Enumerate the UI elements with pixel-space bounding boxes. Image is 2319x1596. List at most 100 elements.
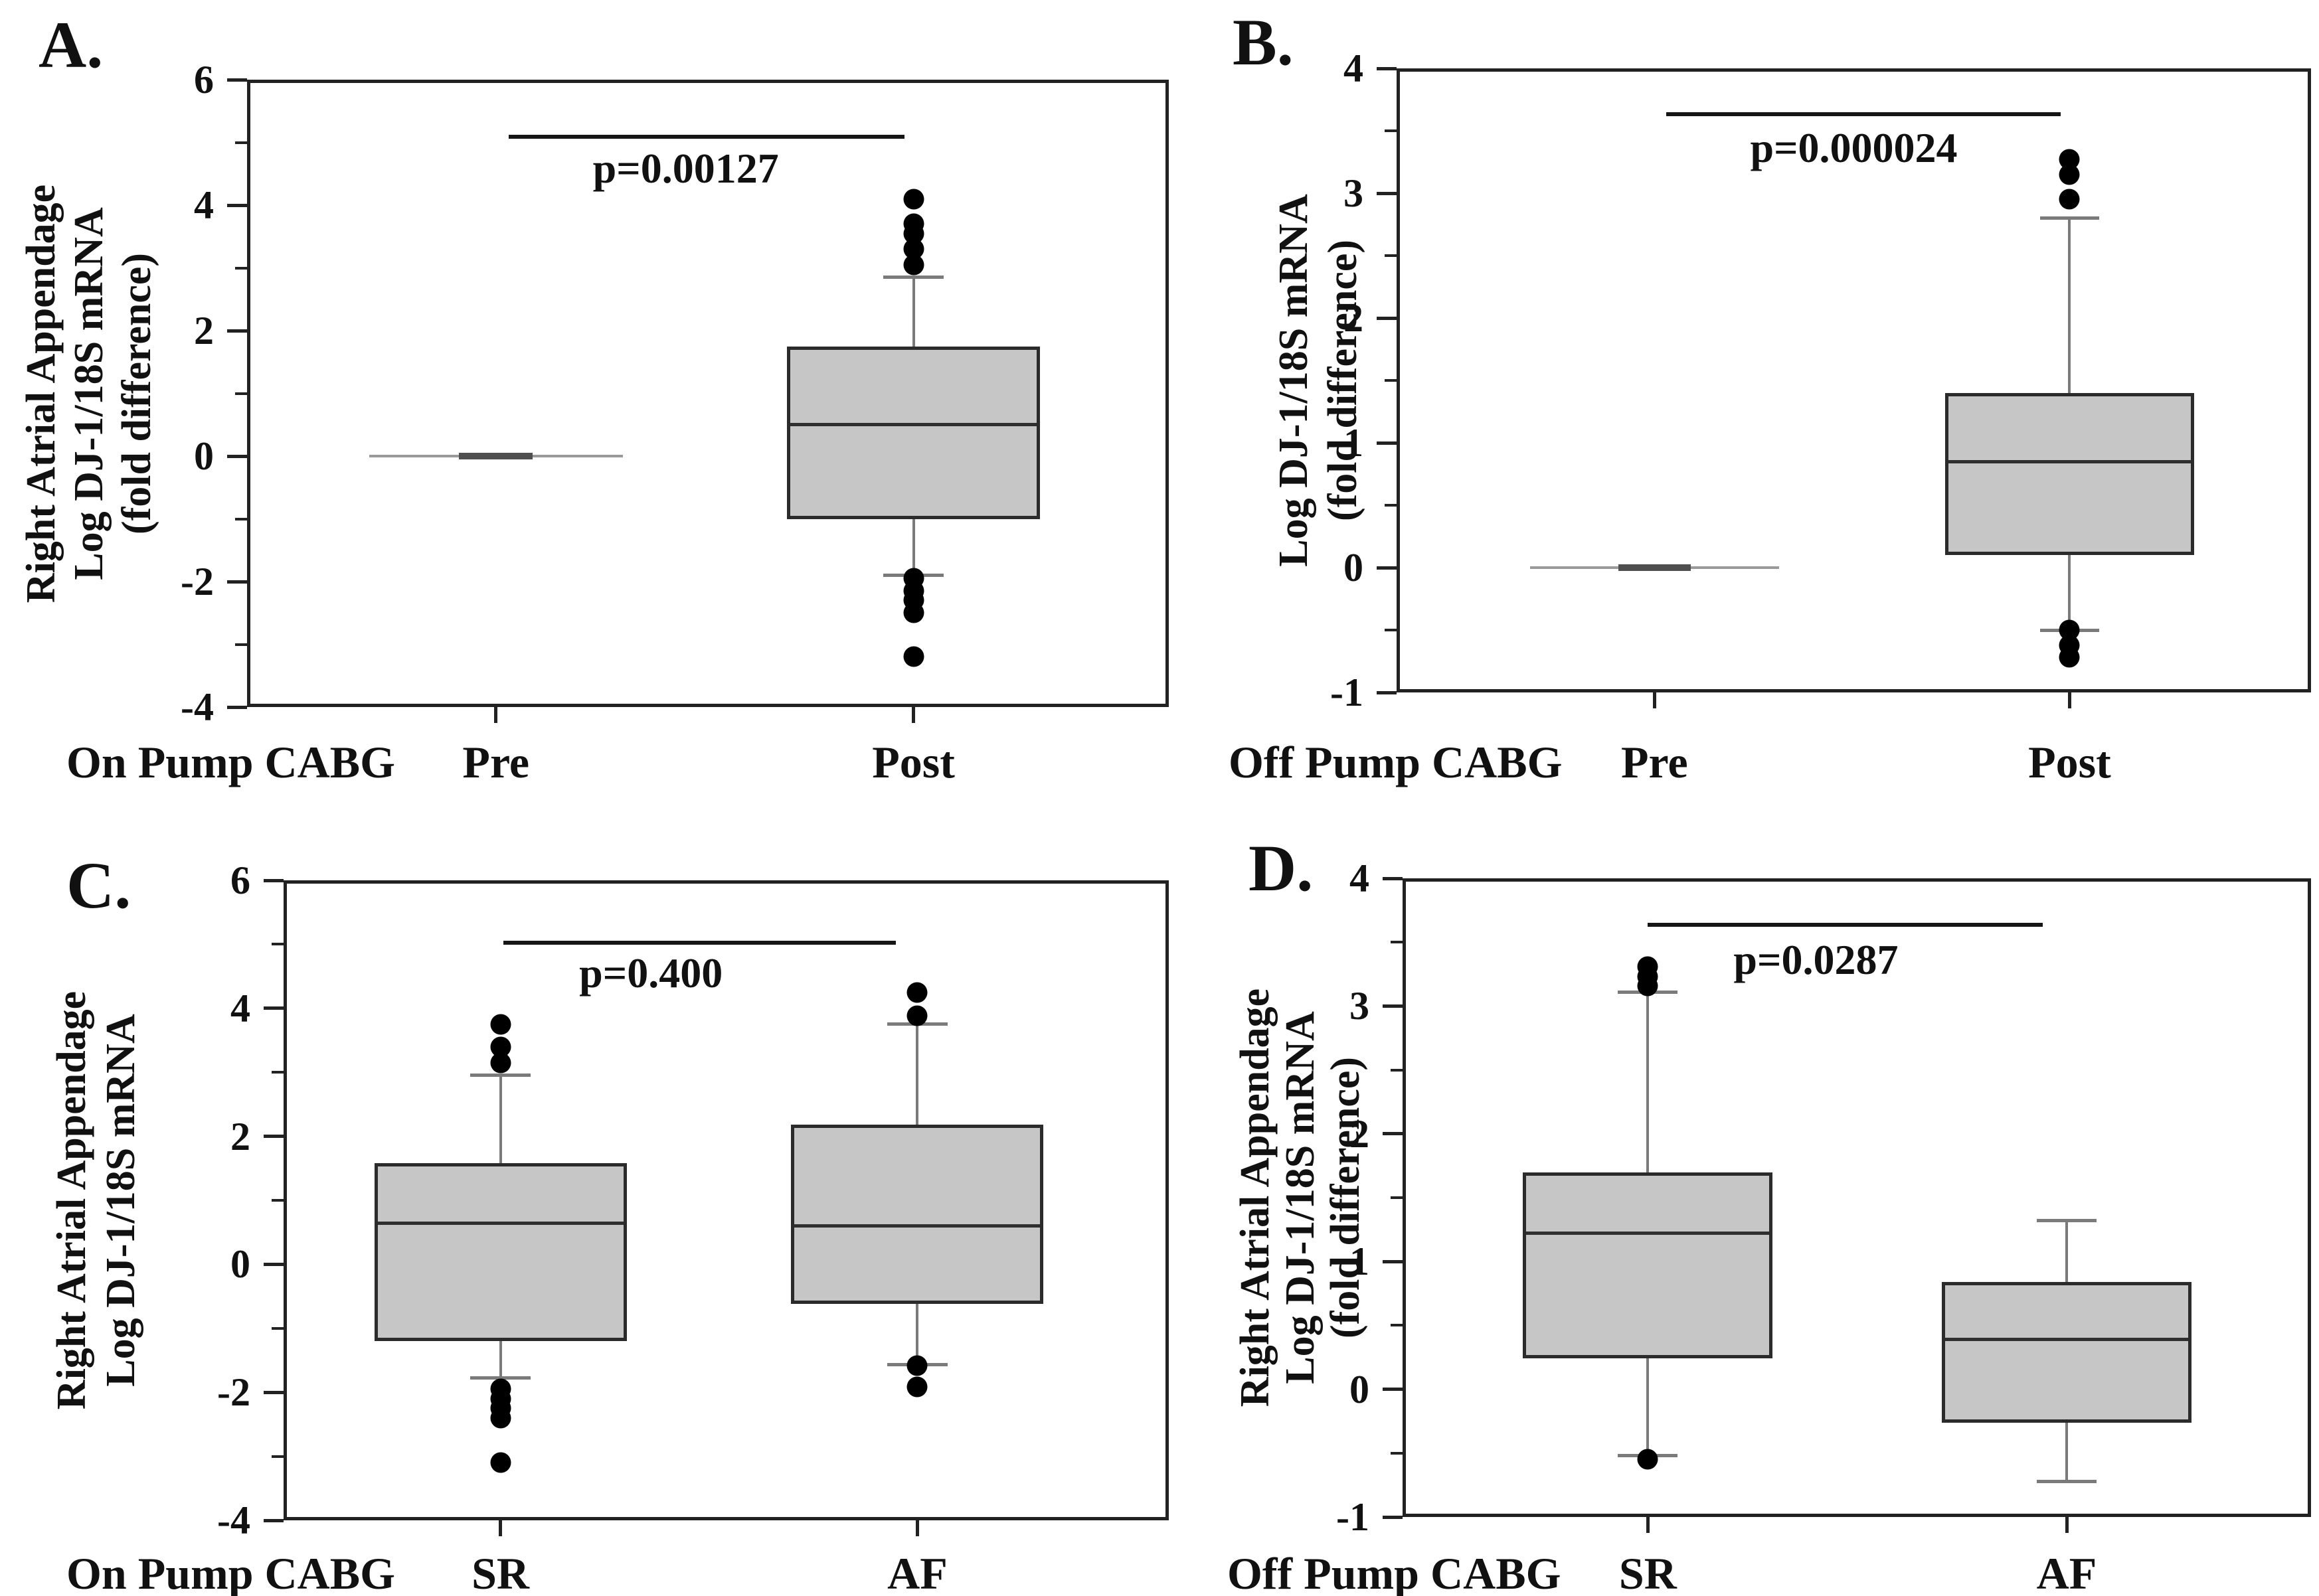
- y-axis-title-line: Log DJ-1/18S mRNA: [1278, 1011, 1323, 1384]
- x-tick: [2067, 692, 2071, 708]
- y-tick-label: -4: [217, 1498, 250, 1542]
- box-rect: [374, 1163, 627, 1342]
- y-minor-tick: [272, 943, 284, 946]
- y-major-tick: [1383, 1004, 1403, 1008]
- outlier-dot: [1637, 1449, 1658, 1470]
- y-tick-label: -2: [181, 560, 214, 603]
- box-rect: [1945, 392, 2194, 556]
- outlier-dot: [2059, 189, 2080, 210]
- y-axis-title-line: (fold difference): [1323, 1056, 1368, 1339]
- outlier-dot: [490, 1407, 511, 1429]
- whisker-cap: [2036, 1219, 2097, 1223]
- y-major-tick: [264, 1006, 284, 1010]
- y-major-tick: [264, 1518, 284, 1522]
- outlier-dot: [2059, 647, 2080, 668]
- x-group-label: AF: [887, 1548, 948, 1596]
- y-minor-tick: [1391, 941, 1403, 944]
- y-major-tick: [227, 78, 247, 82]
- outlier-dot: [906, 1005, 928, 1026]
- y-minor-tick: [235, 141, 247, 144]
- y-major-tick: [1383, 1388, 1403, 1392]
- flat-box-median: [459, 453, 533, 459]
- y-tick-label: -1: [1330, 671, 1363, 714]
- y-minor-tick: [1391, 1196, 1403, 1199]
- outlier-dot: [903, 602, 924, 623]
- median-line: [1526, 1232, 1770, 1236]
- significance-line: [1648, 923, 2043, 927]
- y-axis-title-line: Log DJ-1/18S mRNA: [1271, 194, 1316, 567]
- y-major-tick: [1377, 191, 1397, 195]
- y-tick-label: -1: [1336, 1495, 1369, 1539]
- x-tick: [1652, 692, 1656, 708]
- y-tick-label: 4: [1343, 46, 1363, 90]
- x-tick: [494, 707, 498, 723]
- y-axis-title-line: Right Atrial Appendage: [19, 184, 64, 603]
- y-major-tick: [227, 580, 247, 584]
- significance-line: [509, 135, 904, 139]
- p-value-label: p=0.00127: [592, 145, 779, 193]
- y-major-tick: [264, 1262, 284, 1266]
- y-tick-label: 3: [1349, 984, 1369, 1028]
- y-tick-label: 3: [1343, 171, 1363, 215]
- x-group-label: Pre: [462, 737, 530, 787]
- y-major-tick: [264, 1135, 284, 1139]
- box-rect: [786, 346, 1041, 519]
- y-minor-tick: [1385, 629, 1397, 631]
- outlier-dot: [1637, 975, 1658, 997]
- y-tick-label: 0: [230, 1242, 250, 1287]
- y-tick-label: 6: [194, 58, 214, 102]
- median-line: [790, 423, 1037, 427]
- y-major-tick: [1377, 566, 1397, 570]
- y-major-tick: [264, 1390, 284, 1394]
- x-group-label: SR: [472, 1548, 530, 1596]
- y-major-tick: [1383, 876, 1403, 880]
- y-minor-tick: [235, 266, 247, 270]
- y-major-tick: [1383, 1259, 1403, 1263]
- outlier-dot: [906, 1355, 928, 1376]
- outlier-dot: [490, 1014, 511, 1035]
- outlier-dot: [903, 646, 924, 667]
- y-axis-title-line: (fold difference): [1320, 239, 1365, 522]
- y-tick-label: 1: [1349, 1239, 1369, 1284]
- median-line: [377, 1222, 624, 1226]
- outlier-dot: [2059, 164, 2080, 185]
- y-minor-tick: [235, 392, 247, 395]
- y-tick-label: 6: [230, 858, 250, 902]
- y-minor-tick: [1385, 254, 1397, 257]
- whisker-cap: [470, 1073, 531, 1077]
- y-tick-label: -2: [217, 1370, 250, 1415]
- panel-letter: B.: [1233, 5, 1294, 79]
- y-tick-label: 0: [1343, 546, 1363, 590]
- y-tick-label: 2: [1343, 296, 1363, 340]
- y-minor-tick: [1391, 1451, 1403, 1455]
- y-major-tick: [227, 454, 247, 458]
- y-minor-tick: [235, 517, 247, 520]
- y-major-tick: [1383, 1515, 1403, 1519]
- outlier-dot: [906, 982, 928, 1003]
- y-tick-label: 4: [230, 986, 250, 1030]
- y-minor-tick: [235, 643, 247, 646]
- y-minor-tick: [1385, 379, 1397, 382]
- y-major-tick: [1383, 1132, 1403, 1136]
- panel-letter: C.: [66, 848, 131, 922]
- whisker-cap: [883, 276, 944, 279]
- y-tick-label: 0: [194, 434, 214, 478]
- x-tick: [1646, 1517, 1650, 1533]
- y-axis-title-line: Right Atrial Appendage: [1233, 988, 1278, 1407]
- plot-frame: [1397, 68, 2311, 692]
- median-line: [794, 1224, 1041, 1228]
- y-major-tick: [1377, 690, 1397, 694]
- x-tick: [499, 1520, 503, 1536]
- y-major-tick: [227, 705, 247, 709]
- x-group-label: Post: [872, 737, 955, 787]
- y-axis-title-line: Right Atrial Appendage: [49, 991, 94, 1410]
- y-minor-tick: [272, 1071, 284, 1074]
- x-axis-prefix-label: On Pump CABG: [66, 1548, 395, 1596]
- y-tick-label: 1: [1343, 421, 1363, 465]
- significance-line: [1666, 112, 2061, 116]
- whisker-cap: [2039, 216, 2100, 220]
- outlier-dot: [906, 1376, 928, 1397]
- y-minor-tick: [1391, 1324, 1403, 1327]
- panel-letter: D.: [1248, 831, 1314, 905]
- y-minor-tick: [272, 1326, 284, 1330]
